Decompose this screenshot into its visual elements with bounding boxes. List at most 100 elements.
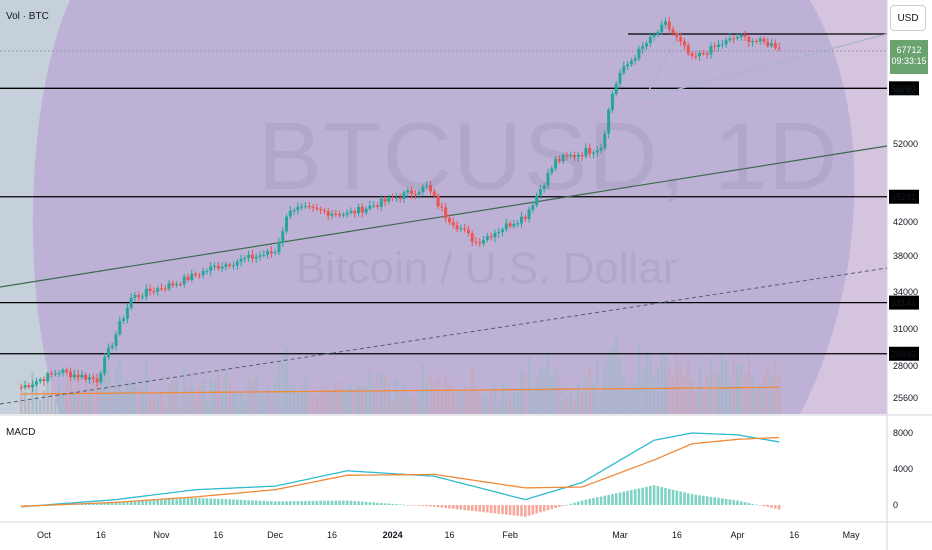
macd-histogram-bar [114,502,118,505]
volume-bar [76,375,80,414]
volume-bar [273,377,277,414]
candle-body [652,34,656,37]
wedge-lower-line [644,33,888,99]
macd-histogram-bar [91,503,95,505]
volume-bar [141,389,144,414]
candle-body [285,216,289,232]
candle-body [637,48,641,59]
candle-body [178,284,182,286]
macd-histogram-bar [755,504,758,506]
volume-bar [512,391,516,414]
macd-histogram-bar [277,501,281,505]
macd-histogram-bar [205,498,209,505]
macd-histogram-bar [194,497,197,505]
macd-histogram-bar [307,500,311,505]
volume-bar [103,359,106,414]
candle-body [250,254,254,259]
candle-body [440,206,444,208]
macd-histogram-bar [588,498,591,505]
volume-bar [254,374,258,414]
macd-histogram-bar [148,500,152,505]
macd-pane-background [0,416,887,522]
candle-body [50,373,54,375]
volume-bar [573,399,576,414]
macd-histogram-bar [198,497,201,505]
macd-histogram-bar [558,505,561,507]
macd-histogram-bar [152,500,156,505]
macd-histogram-bar [361,501,364,505]
currency-button[interactable]: USD [890,5,926,31]
volume-bar [542,369,546,414]
candle-body [504,223,508,230]
macd-label[interactable]: MACD [6,427,36,438]
macd-histogram-bar [330,500,334,505]
candle-body [254,256,258,259]
candle-body [163,288,167,290]
macd-histogram-bar [182,498,186,505]
macd-histogram-bar [482,505,485,513]
time-axis-label: Feb [502,530,518,540]
volume-bar [235,393,239,414]
macd-histogram-bar [516,505,519,516]
candle-body [171,283,175,286]
volume-label[interactable]: Vol · BTC [6,11,49,22]
time-axis-label: Apr [730,530,744,540]
volume-bar [46,380,50,414]
candle-body [129,297,133,308]
candle-body [550,168,554,173]
volume-bar [474,385,478,414]
candle-body [482,239,486,244]
candle-body [387,197,391,202]
candle-body [770,43,774,46]
macd-histogram-bar [334,500,338,505]
volume-bar [554,368,557,414]
macd-histogram-bar [368,502,372,505]
candle-body [690,53,694,56]
candle-body [220,266,224,269]
macd-histogram-bar [561,505,565,506]
candle-body [648,36,652,44]
candle-body [512,224,516,227]
macd-histogram-bar [379,502,383,505]
macd-histogram-bar [167,499,171,505]
macd-histogram-bar [523,505,527,517]
candle-body [754,40,758,42]
macd-histogram-bar [569,503,573,505]
macd-histogram-bar [357,501,360,505]
candle-body [106,347,110,358]
macd-histogram-bar [186,498,190,505]
macd-histogram-bar [364,501,368,505]
volume-bar [190,378,194,414]
macd-histogram-bar [342,500,345,505]
macd-axis-tick: 8000 [893,428,913,438]
candle-body [489,236,493,238]
candle-body [777,47,781,49]
macd-histogram-bar [270,501,273,505]
candle-body [398,197,402,199]
level-label: 28993 [891,349,916,359]
candle-body [667,21,671,30]
macd-histogram-bar [618,492,622,505]
macd-histogram-bar [179,498,182,505]
macd-histogram-bar [520,505,523,517]
candle-body [319,209,323,211]
volume-bar [709,358,713,414]
candle-body [42,379,46,382]
macd-histogram-bar [414,505,417,506]
candle-body [125,307,129,319]
candle-body [747,36,751,43]
candle-body [383,198,387,202]
macd-histogram-bar [171,499,175,505]
candle-body [766,41,770,46]
candle-body [432,191,436,196]
volume-bar [80,394,84,414]
candle-body [614,83,618,94]
candle-body [773,43,777,48]
candle-body [103,357,107,374]
candle-body [144,288,148,297]
macd-histogram-bar [19,505,23,506]
candle-body [391,197,395,199]
symbol-watermark: BTCUSD, 1D [258,103,839,210]
